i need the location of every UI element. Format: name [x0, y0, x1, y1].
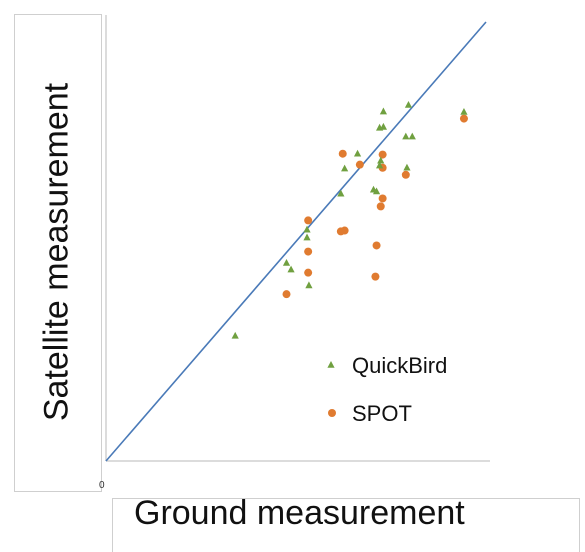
- point-quickbird-10: [372, 187, 381, 195]
- point-spot-6: [338, 149, 347, 158]
- x-axis-label: Ground measurement: [134, 494, 465, 532]
- point-spot-13: [378, 150, 387, 159]
- point-quickbird-0: [231, 331, 239, 339]
- point-quickbird-11: [376, 161, 384, 169]
- point-spot-15: [459, 114, 468, 123]
- point-quickbird-6: [337, 189, 345, 197]
- point-quickbird-18: [408, 132, 416, 140]
- legend: QuickBird SPOT: [327, 353, 447, 426]
- point-spot-14: [401, 170, 410, 179]
- point-spot-1: [304, 268, 313, 277]
- legend-marker-quickbird: [327, 361, 335, 368]
- identity-reference-line: [105, 21, 487, 462]
- point-quickbird-3: [303, 225, 311, 233]
- y-axis-label-box: [14, 14, 102, 492]
- x-axis-label-box: [112, 498, 580, 552]
- point-quickbird-4: [303, 233, 311, 241]
- point-quickbird-7: [341, 164, 349, 172]
- data-points: [231, 100, 468, 339]
- point-quickbird-17: [403, 163, 411, 171]
- origin-tick-label: 0: [99, 480, 105, 491]
- point-quickbird-20: [404, 100, 413, 108]
- point-quickbird-14: [379, 107, 387, 115]
- point-quickbird-13: [377, 156, 385, 164]
- point-quickbird-5: [305, 281, 313, 289]
- point-spot-9: [372, 241, 381, 250]
- legend-marker-spot: [328, 409, 336, 417]
- point-spot-7: [355, 160, 364, 169]
- point-quickbird-8: [353, 149, 362, 157]
- point-spot-5: [340, 226, 349, 235]
- point-quickbird-15: [379, 122, 387, 130]
- point-spot-10: [376, 202, 385, 211]
- point-spot-2: [304, 247, 313, 256]
- point-quickbird-19: [460, 107, 468, 115]
- point-quickbird-16: [402, 132, 410, 140]
- point-spot-0: [282, 290, 291, 299]
- point-quickbird-1: [282, 259, 291, 266]
- point-quickbird-2: [287, 265, 295, 273]
- legend-label-quickbird: QuickBird: [352, 353, 447, 378]
- point-spot-3: [304, 216, 313, 225]
- point-spot-8: [371, 272, 380, 281]
- point-spot-11: [378, 194, 387, 203]
- legend-label-spot: SPOT: [352, 401, 412, 426]
